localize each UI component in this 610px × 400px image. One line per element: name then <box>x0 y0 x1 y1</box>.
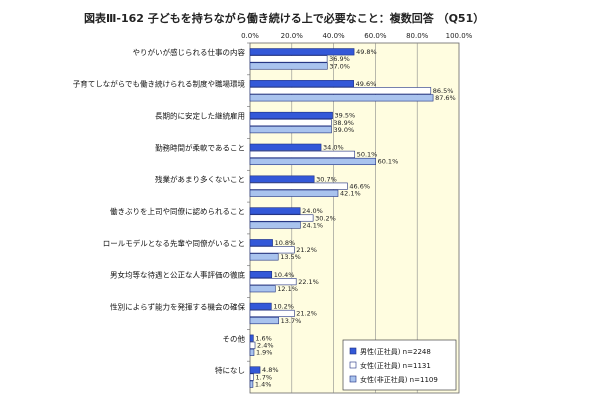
category-label: 長期的に安定した継続雇用 <box>155 111 245 121</box>
value-label: 10.8% <box>275 239 296 247</box>
bar <box>249 366 261 374</box>
bar <box>249 334 254 342</box>
category-label: 特になし <box>215 365 245 375</box>
bar <box>249 341 256 349</box>
legend-swatch <box>349 375 357 383</box>
bar <box>249 118 332 127</box>
legend-swatch <box>349 347 357 355</box>
value-label: 10.4% <box>274 271 295 279</box>
bar <box>249 143 322 151</box>
category-label: 子育てしながらでも働き続けられる制度や職場環境 <box>73 79 246 89</box>
value-label: 13.5% <box>280 253 301 261</box>
legend-label: 女性(正社員) n=1131 <box>360 361 431 370</box>
category-label: 勤務時間が柔軟であること <box>155 142 245 152</box>
bar <box>249 302 272 310</box>
value-label: 10.2% <box>273 303 294 311</box>
x-tick-label: 0.0% <box>241 32 259 40</box>
value-label: 30.7% <box>316 175 337 183</box>
bar <box>249 175 315 183</box>
category-labels: やりがいが感じられる仕事の内容子育てしながらでも働き続けられる制度や職場環境長期… <box>73 42 250 375</box>
x-tick-label: 80.0% <box>406 32 429 40</box>
value-label: 2.4% <box>257 342 274 350</box>
bar <box>249 221 301 229</box>
bar <box>249 278 297 286</box>
value-label: 39.0% <box>334 126 355 134</box>
value-label: 13.7% <box>281 317 302 325</box>
value-label: 21.2% <box>296 246 317 254</box>
legend-label: 男性(正社員) n=2248 <box>360 347 431 356</box>
value-label: 24.1% <box>302 221 323 229</box>
bar <box>249 189 339 197</box>
x-tick-label: 40.0% <box>322 32 345 40</box>
value-labels: 49.8% 36.9%37.0% 49.6% 86.5%87.6% 39.5%38.9%… <box>255 48 456 388</box>
bar <box>249 380 254 388</box>
value-label: 24.0% <box>302 207 323 215</box>
value-label: 34.0% <box>323 144 344 152</box>
bar <box>249 87 432 95</box>
bar <box>249 309 295 318</box>
legend-box <box>342 339 457 391</box>
value-label: 37.0% <box>329 62 350 70</box>
value-label: 39.5% <box>335 112 356 120</box>
value-label: 42.1% <box>340 190 361 198</box>
category-label: 男女均等な待遇と公正な人事評価の徹底 <box>110 270 245 280</box>
value-label: 12.1% <box>277 285 298 293</box>
bar <box>249 126 332 134</box>
bar <box>249 62 328 70</box>
bar <box>249 150 356 158</box>
category-label: 残業があまり多くないこと <box>155 174 245 184</box>
legend: 男性(正社員) n=2248 女性(正社員) n=1131 女性(非正社員) n=1… <box>342 339 457 391</box>
bar <box>249 111 333 119</box>
bar <box>249 285 276 293</box>
value-label: 86.5% <box>433 87 454 95</box>
value-label: 1.6% <box>255 334 272 342</box>
bar <box>249 373 254 381</box>
value-label: 1.9% <box>256 349 273 357</box>
x-axis-ticks: 0.0% 20.0% 40.0% 60.0% 80.0% 100.0% <box>241 32 473 40</box>
value-label: 30.2% <box>315 214 336 222</box>
bar <box>249 182 348 190</box>
bar <box>249 270 273 279</box>
x-tick-label: 20.0% <box>281 32 304 40</box>
category-label: ロールモデルとなる先輩や同僚がいること <box>103 238 245 248</box>
bar <box>249 94 434 102</box>
value-label: 36.9% <box>329 55 350 63</box>
bar <box>249 48 355 56</box>
value-label: 60.1% <box>378 158 399 166</box>
bar <box>249 239 273 247</box>
bar <box>249 55 328 63</box>
legend-swatch <box>349 361 357 369</box>
value-label: 38.9% <box>333 119 354 127</box>
bar <box>249 253 279 261</box>
value-label: 49.6% <box>356 80 377 88</box>
bar <box>249 214 314 222</box>
category-label: その他 <box>223 333 246 343</box>
value-label: 4.8% <box>262 366 279 374</box>
value-label: 87.6% <box>435 94 456 102</box>
legend-label: 女性(非正社員) n=1109 <box>360 375 438 384</box>
bar <box>249 80 354 88</box>
value-label: 49.8% <box>356 48 377 56</box>
value-label: 1.7% <box>256 373 273 381</box>
bar <box>249 157 376 166</box>
chart-title: 図表Ⅲ-162 子どもを持ちながら働き続ける上で必要なこと：複数回答 （Q51） <box>84 11 484 25</box>
bar <box>249 207 301 215</box>
value-label: 50.1% <box>357 151 378 159</box>
value-label: 21.2% <box>296 310 317 318</box>
value-label: 1.4% <box>255 380 272 388</box>
category-label: 働きぶりを上司や同僚に認められること <box>110 206 245 216</box>
x-tick-label: 60.0% <box>364 32 387 40</box>
value-label: 46.6% <box>349 182 370 190</box>
x-tick-label: 100.0% <box>446 32 473 40</box>
bars <box>249 48 434 388</box>
category-label: 性別によらず能力を発揮する機会の確保 <box>110 301 245 311</box>
value-label: 22.1% <box>298 278 319 286</box>
bar <box>249 348 255 356</box>
bar <box>249 317 279 325</box>
category-label: やりがいが感じられる仕事の内容 <box>133 47 246 57</box>
bar <box>249 246 295 254</box>
